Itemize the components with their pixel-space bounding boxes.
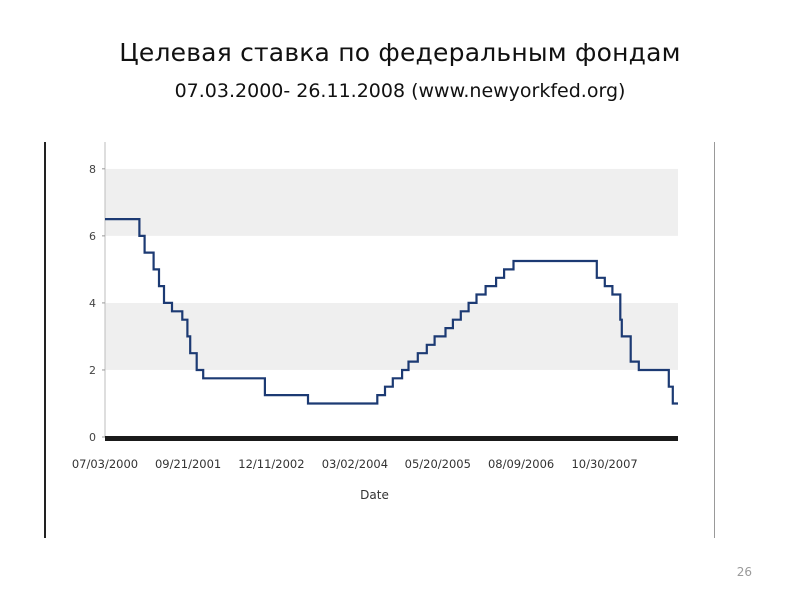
y-tick-label: 6 <box>89 230 96 243</box>
series-line <box>105 218 678 405</box>
x-tick-label: 09/21/2001 <box>155 457 221 471</box>
x-axis-label: Date <box>360 488 389 502</box>
frame-left-line <box>44 142 46 538</box>
frame-right-line <box>714 142 715 538</box>
grid-band <box>105 369 678 437</box>
grid-band <box>105 235 678 303</box>
x-tick-label: 05/20/2005 <box>405 457 471 471</box>
x-tick-label: 03/02/2004 <box>322 457 388 471</box>
x-tick-label: 10/30/2007 <box>571 457 637 471</box>
y-tick-label: 8 <box>89 163 96 176</box>
grid-band <box>105 168 678 236</box>
grid-band <box>105 142 678 169</box>
y-tick-label: 2 <box>89 364 96 377</box>
x-axis-bar <box>105 436 678 441</box>
page-number: 26 <box>736 565 752 579</box>
slide-subtitle: 07.03.2000- 26.11.2008 (www.newyorkfed.o… <box>174 80 626 102</box>
y-tick-label: 0 <box>89 431 96 444</box>
x-tick-label: 08/09/2006 <box>488 457 554 471</box>
y-tick-label: 4 <box>89 297 96 310</box>
x-tick-label: 12/11/2002 <box>238 457 304 471</box>
x-tick-label: 07/03/2000 <box>72 457 138 471</box>
slide-title: Целевая ставка по федеральным фондам <box>119 38 681 67</box>
grid-band <box>105 302 678 370</box>
